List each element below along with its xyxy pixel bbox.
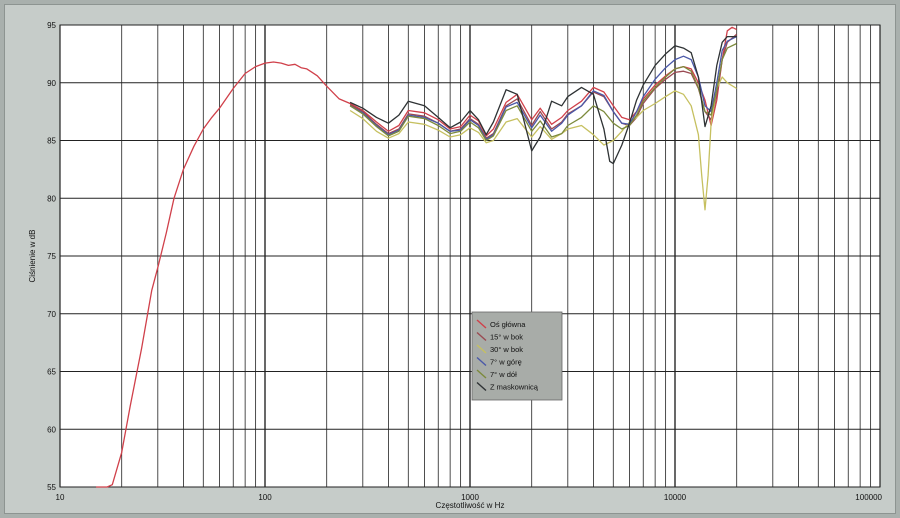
legend-swatch [476, 356, 487, 367]
series-line-1 [96, 26, 737, 488]
y-tick-label: 60 [47, 425, 56, 434]
x-axis-label: Częstotliwość w Hz [436, 501, 505, 510]
series-line-3 [349, 76, 738, 211]
legend-label: 30° w bok [490, 345, 523, 354]
y-tick-label: 55 [47, 483, 56, 492]
series-line-6 [349, 35, 737, 165]
legend: Oś główna 15° w bok 30° w bok 7° w górę 7° w… [471, 311, 563, 401]
x-tick-label: 10 [56, 493, 65, 502]
x-tick-label: 100000 [855, 493, 882, 502]
legend-label: 7° w górę [490, 358, 522, 367]
y-axis-label: Ciśnienie w dB [28, 230, 37, 283]
y-tick-label: 70 [47, 310, 56, 319]
legend-swatch [476, 344, 487, 354]
legend-label: Oś główna [490, 320, 526, 329]
y-tick-label: 65 [47, 368, 56, 377]
y-tick-label: 95 [47, 21, 56, 30]
x-tick-label: 1000 [461, 493, 479, 502]
legend-label: Z maskownicą [490, 383, 539, 392]
x-tick-label: 10000 [664, 493, 687, 502]
legend-swatch [476, 369, 487, 379]
legend-swatch [476, 319, 487, 329]
legend-label: 15° w bok [490, 333, 523, 342]
y-tick-label: 85 [47, 137, 56, 146]
series-line-5 [349, 42, 737, 142]
legend-swatch [476, 381, 487, 392]
series-line-4 [349, 36, 737, 140]
legend-swatch [476, 331, 487, 342]
series-layer [96, 26, 738, 488]
legend-label: 7° w dół [490, 370, 517, 379]
y-tick-label: 75 [47, 252, 56, 261]
x-ticks: 10 100 1000 10000 100000 [56, 493, 883, 502]
grid [59, 24, 881, 488]
legend-box [471, 311, 563, 401]
y-ticks: 55 60 65 70 75 80 85 90 95 [47, 21, 56, 492]
y-tick-label: 80 [47, 194, 56, 203]
chart-frame: 55 60 65 70 75 80 85 90 95 10 100 1000 10000 100000 … [4, 4, 896, 514]
y-tick-label: 90 [47, 79, 56, 88]
x-tick-label: 100 [258, 493, 272, 502]
